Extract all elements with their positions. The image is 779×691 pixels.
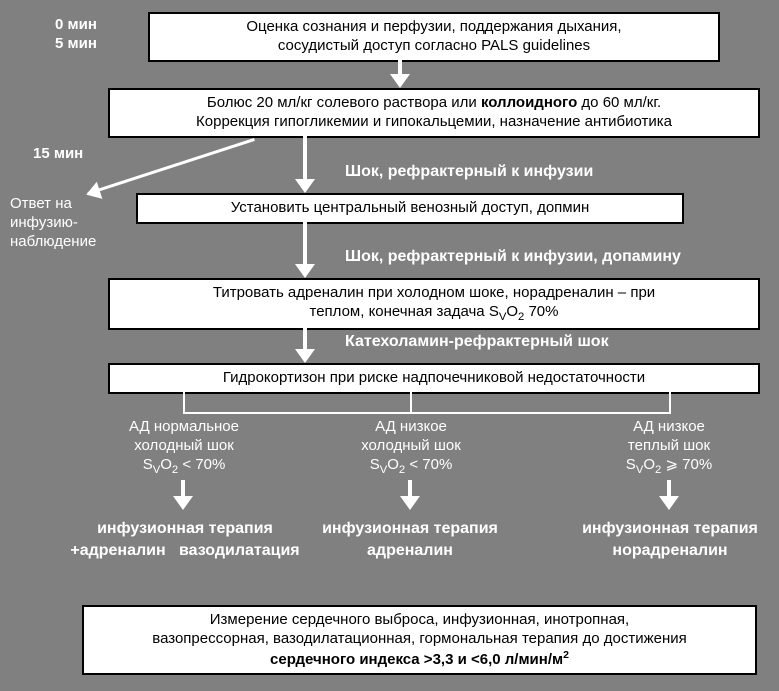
- box-assessment: Оценка сознания и перфузии, поддержания …: [148, 12, 720, 62]
- box-central-access: Установить центральный венозный доступ, …: [136, 193, 684, 224]
- time-0-label: 0 мин: [55, 16, 97, 33]
- branch-2-label: АД низкое холодный шок SVO2 < 70%: [327, 418, 495, 477]
- box-hydrocortisone: Гидрокортизон при риске надпочечниковой …: [108, 363, 760, 394]
- stage-2-label: Шок, рефрактерный к инфузии, допамину: [345, 248, 681, 266]
- therapy-1: инфузионная терапия +адреналин вазодилат…: [40, 518, 330, 561]
- time-15-label: 15 мин: [33, 145, 83, 162]
- branch-3-label: АД низкое теплый шок SVO2 ⩾ 70%: [575, 418, 763, 477]
- therapy-3: инфузионная терапия норадреналин: [565, 518, 775, 561]
- response-label: Ответ на инфузию- наблюдение: [10, 195, 96, 251]
- branch-line-v-2: [410, 389, 412, 412]
- branch-line-v-3: [669, 389, 671, 412]
- box-bolus: Болюс 20 мл/кг солевого раствора или кол…: [108, 88, 760, 138]
- branch-1-label: АД нормальное холодный шок SVO2 < 70%: [100, 418, 268, 477]
- stage-3-label: Катехоламин-рефрактерный шок: [345, 333, 609, 351]
- branch-line-v-1: [183, 389, 185, 412]
- box-titrate: Титровать адреналин при холодном шоке, н…: [108, 278, 760, 330]
- box-cardiac-output: Измерение сердечного выброса, инфузионна…: [82, 605, 757, 675]
- time-5-label: 5 мин: [55, 35, 97, 52]
- stage-1-label: Шок, рефрактерный к инфузии: [345, 163, 593, 181]
- therapy-2: инфузионная терапия адреналин: [310, 518, 510, 561]
- arrow-to-response: [88, 138, 255, 195]
- branch-line-h: [183, 412, 671, 414]
